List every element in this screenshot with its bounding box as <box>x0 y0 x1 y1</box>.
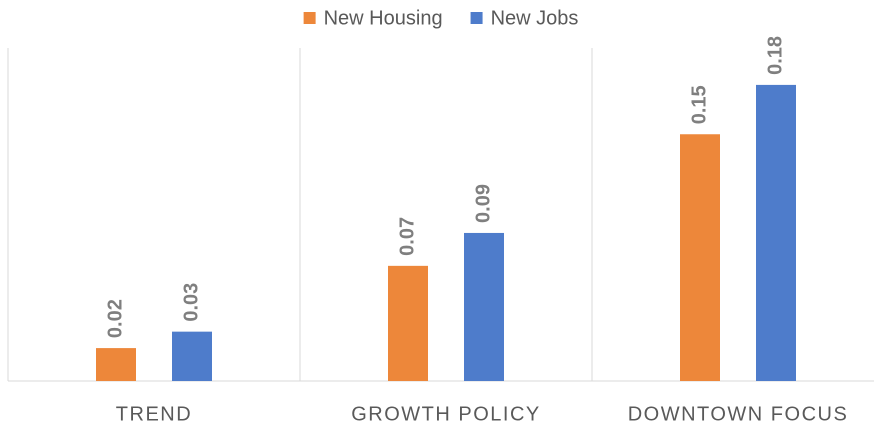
bar <box>96 348 136 381</box>
legend-label: New Jobs <box>491 7 579 29</box>
bar <box>388 265 428 381</box>
bar <box>756 84 796 382</box>
x-tick-label: GROWTH POLICY <box>351 403 541 425</box>
data-label: 0.07 <box>396 217 418 256</box>
legend-swatch <box>303 12 316 24</box>
legend-swatch <box>470 12 483 24</box>
data-label: 0.02 <box>104 299 126 338</box>
data-label: 0.03 <box>180 283 202 322</box>
bar <box>464 232 504 381</box>
data-label: 0.18 <box>764 36 786 75</box>
x-tick-label: DOWNTOWN FOCUS <box>628 403 849 425</box>
legend-label: New Housing <box>324 7 443 29</box>
x-tick-label: TREND <box>116 403 192 425</box>
data-label: 0.15 <box>688 85 710 124</box>
bar <box>680 134 720 381</box>
legend: New Housing New Jobs <box>303 7 579 29</box>
data-label: 0.09 <box>472 184 494 223</box>
bar <box>172 331 212 381</box>
